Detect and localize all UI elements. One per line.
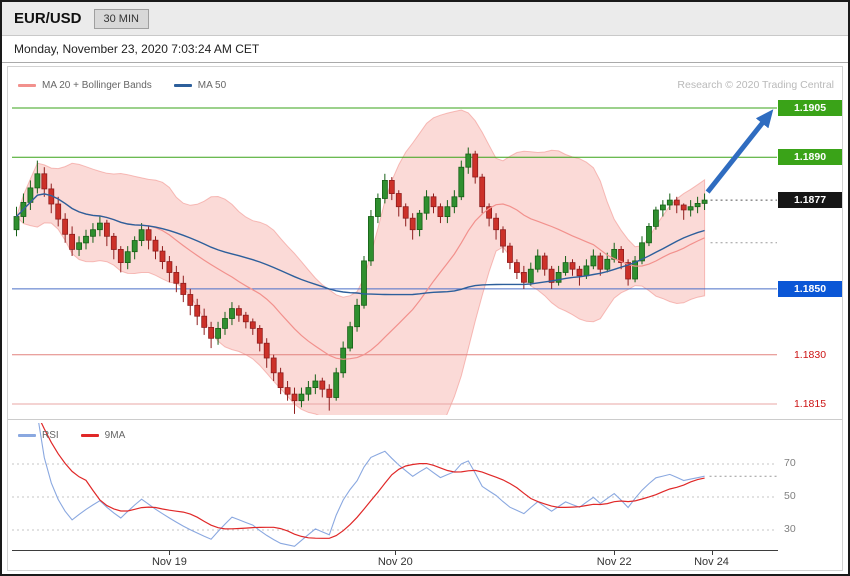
price-level-label: 1.1890 [778,149,842,166]
header: EUR/USD 30 MIN [2,2,848,36]
main-legend-swatch [18,83,36,87]
time-axis-tick [169,551,171,555]
rsi-legend-items: RSI 9MA [18,430,125,441]
rsi-gridline-label: 50 [784,490,796,502]
time-axis: Nov 19 Nov 20 Nov 22 Nov 24 [8,550,842,570]
main-legend-label: MA 20 + Bollinger Bands [42,79,152,91]
rsi-gridline-label: 30 [784,523,796,535]
price-level-label: 1.1830 [793,348,827,361]
main-legend: MA 20 + Bollinger Bands MA 50 Research © … [18,76,834,94]
rsi-gridline-label: 70 [784,457,796,469]
main-legend-item: MA 20 + Bollinger Bands [18,80,152,91]
time-axis-line [12,550,778,551]
time-axis-tick [395,551,397,555]
price-level-label: 1.1815 [793,398,827,410]
rsi-legend-swatch [18,433,36,437]
price-chart[interactable] [8,95,842,415]
rsi-legend-item: 9MA [80,429,126,441]
main-legend-swatch [173,83,192,87]
panel-divider [8,419,842,420]
time-axis-tick [614,551,616,555]
main-legend-label: MA 50 [197,79,227,91]
timeframe-badge[interactable]: 30 MIN [93,8,149,29]
price-level-label: 1.1905 [778,100,842,116]
rsi-legend-swatch [80,433,99,437]
rsi-legend-item: RSI [18,430,59,441]
research-credit: Research © 2020 Trading Central [677,79,834,91]
rsi-legend-label: 9MA [104,429,126,441]
chart-panel: MA 20 + Bollinger Bands MA 50 Research © … [7,66,843,571]
rsi-legend-label: RSI [42,429,59,441]
datetime-label: Monday, November 23, 2020 7:03:24 AM CET [2,36,848,63]
time-axis-tick [711,551,713,555]
price-level-label: 1.1850 [778,280,842,297]
main-legend-item: MA 50 [173,79,227,91]
price-level-label: 1.1877 [778,192,842,209]
rsi-legend: RSI 9MA [18,426,834,444]
time-axis-label: Nov 24 [694,556,729,568]
rsi-chart[interactable] [8,423,842,548]
main-legend-items: MA 20 + Bollinger Bands MA 50 [18,80,226,91]
time-axis-label: Nov 19 [151,556,187,568]
symbol-title: EUR/USD [14,10,82,27]
time-axis-label: Nov 22 [596,556,632,568]
time-axis-label: Nov 20 [377,556,413,568]
